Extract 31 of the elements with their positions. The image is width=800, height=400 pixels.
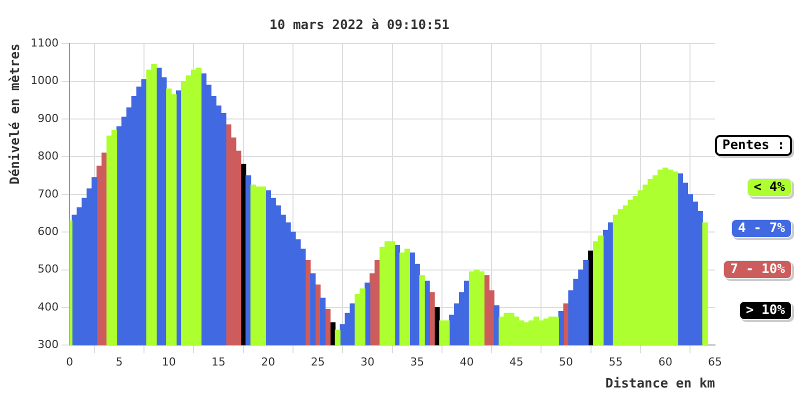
x-tick-label: 50 [559, 356, 574, 369]
text: > 10% [738, 301, 792, 320]
text: < 4% [746, 178, 792, 197]
text: 4 - 7% [731, 219, 792, 238]
y-tick-label: 300 [38, 338, 59, 352]
x-tick-label: 10 [162, 356, 176, 369]
x-tick-label: 15 [212, 356, 226, 369]
x-tick-label: 25 [310, 356, 325, 369]
x-tick-label: 0 [66, 356, 74, 369]
y-tick-label: 1100 [30, 36, 59, 50]
y-tick-label: 400 [38, 300, 59, 314]
y-tick-label: 500 [38, 262, 59, 276]
x-tick-label: 20 [261, 356, 276, 369]
x-tick-label: 45 [509, 356, 524, 369]
y-tick-label: 900 [38, 112, 59, 125]
y-tick-label: 700 [38, 187, 59, 200]
chart-title: 10 mars 2022 à 09:10:51 [269, 18, 450, 34]
x-tick-label: 65 [708, 356, 722, 369]
x-tick-label: 40 [460, 356, 474, 369]
x-tick-label: 55 [608, 356, 623, 369]
legend-title: Pentes : [715, 135, 792, 156]
x-tick-label: 35 [410, 356, 424, 369]
y-tick-label: 1000 [30, 74, 59, 88]
x-tick-label: 30 [360, 356, 374, 369]
y-axis-title: Dénivelé en mètres [8, 44, 24, 184]
x-tick-label: 60 [658, 356, 672, 369]
y-tick-label: 800 [38, 150, 59, 163]
x-axis-title: Distance en km [605, 376, 716, 392]
x-tick-label: 5 [116, 356, 123, 369]
text: 7 - 10% [723, 260, 792, 279]
y-tick-label: 600 [38, 224, 59, 238]
